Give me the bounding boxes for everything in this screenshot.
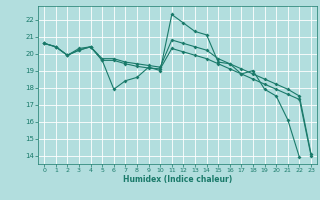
X-axis label: Humidex (Indice chaleur): Humidex (Indice chaleur) bbox=[123, 175, 232, 184]
